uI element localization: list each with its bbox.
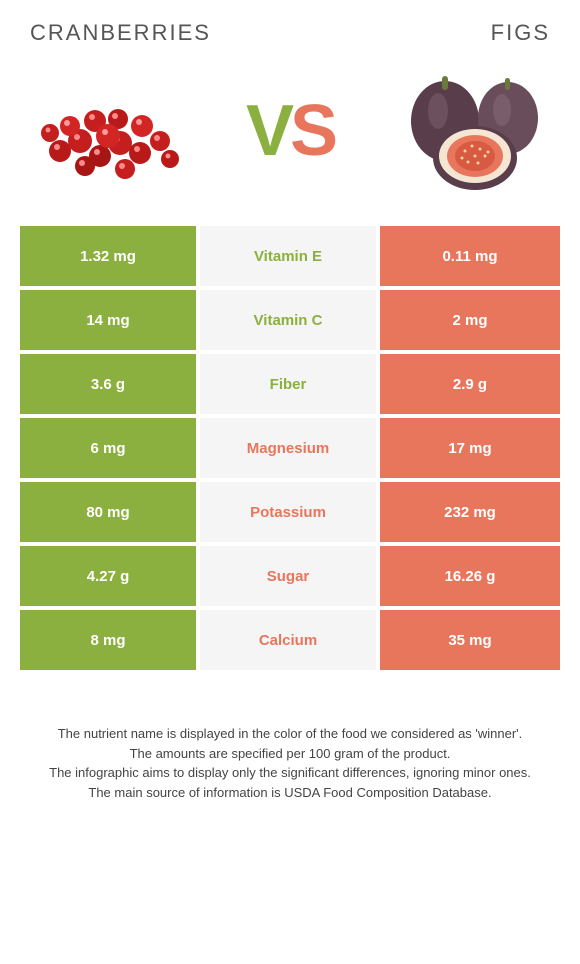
nutrient-label: Potassium (200, 482, 380, 542)
nutrient-label: Vitamin C (200, 290, 380, 350)
nutrient-label: Fiber (200, 354, 380, 414)
right-value: 16.26 g (380, 546, 560, 606)
left-value: 3.6 g (20, 354, 200, 414)
right-value: 2 mg (380, 290, 560, 350)
right-value: 35 mg (380, 610, 560, 670)
left-value: 4.27 g (20, 546, 200, 606)
nutrient-table: 1.32 mgVitamin E0.11 mg14 mgVitamin C2 m… (20, 226, 560, 674)
left-value: 14 mg (20, 290, 200, 350)
footnotes: The nutrient name is displayed in the co… (20, 724, 560, 802)
vs-label: VS (246, 90, 334, 172)
left-value: 1.32 mg (20, 226, 200, 286)
left-value: 8 mg (20, 610, 200, 670)
right-value: 0.11 mg (380, 226, 560, 286)
title-row: CRANBERRIES FIGS (20, 20, 560, 56)
footnote-line: The infographic aims to display only the… (30, 763, 550, 783)
left-value: 80 mg (20, 482, 200, 542)
nutrient-label: Calcium (200, 610, 380, 670)
nutrient-label: Sugar (200, 546, 380, 606)
nutrient-row: 1.32 mgVitamin E0.11 mg (20, 226, 560, 290)
footnote-line: The main source of information is USDA F… (30, 783, 550, 803)
left-title: CRANBERRIES (30, 20, 211, 46)
nutrient-row: 6 mgMagnesium17 mg (20, 418, 560, 482)
footnote-line: The amounts are specified per 100 gram o… (30, 744, 550, 764)
hero-row: VS (20, 56, 560, 226)
nutrient-row: 4.27 gSugar16.26 g (20, 546, 560, 610)
footnote-line: The nutrient name is displayed in the co… (30, 724, 550, 744)
left-value: 6 mg (20, 418, 200, 478)
right-value: 2.9 g (380, 354, 560, 414)
vs-s: S (290, 91, 334, 171)
nutrient-row: 14 mgVitamin C2 mg (20, 290, 560, 354)
nutrient-row: 80 mgPotassium232 mg (20, 482, 560, 546)
vs-v: V (246, 91, 290, 171)
nutrient-label: Magnesium (200, 418, 380, 478)
nutrient-row: 8 mgCalcium35 mg (20, 610, 560, 674)
right-value: 17 mg (380, 418, 560, 478)
right-title: FIGS (491, 20, 550, 46)
cranberries-image (30, 66, 190, 196)
right-value: 232 mg (380, 482, 560, 542)
nutrient-row: 3.6 gFiber2.9 g (20, 354, 560, 418)
figs-image (390, 66, 550, 196)
nutrient-label: Vitamin E (200, 226, 380, 286)
